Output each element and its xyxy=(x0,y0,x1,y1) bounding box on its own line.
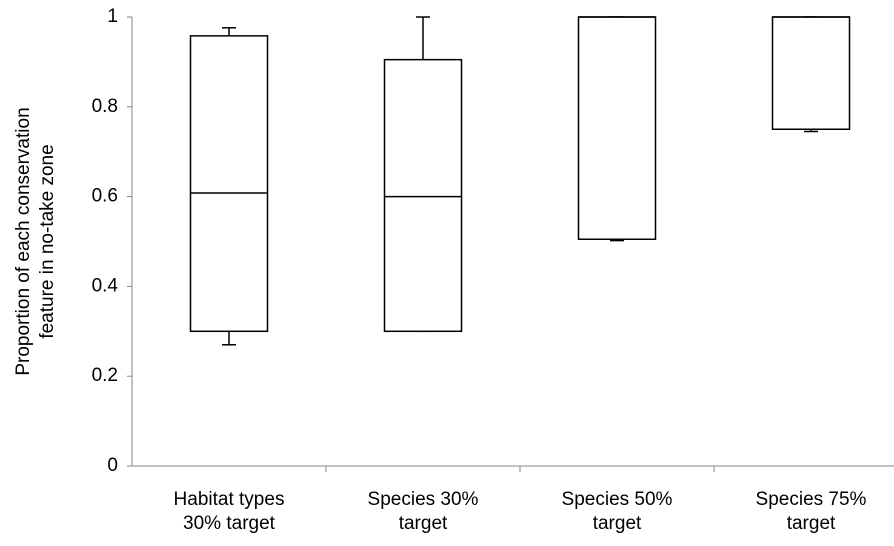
y-tick-label: 0.2 xyxy=(92,365,118,386)
y-tick-label: 1 xyxy=(107,6,118,27)
x-tick-label: target xyxy=(399,513,448,534)
x-tick-label: Species 50% xyxy=(562,489,673,510)
box xyxy=(577,16,657,241)
box xyxy=(189,35,269,333)
y-tick-label: 0.4 xyxy=(92,275,119,296)
x-tick-label: Species 30% xyxy=(368,489,479,510)
y-tick-label: 0 xyxy=(107,455,118,476)
y-tick-label: 0.8 xyxy=(92,96,118,117)
y-tick-label: 0.6 xyxy=(92,186,118,207)
x-tick-label: target xyxy=(787,513,836,534)
box xyxy=(771,16,851,130)
x-tick-label: 30% target xyxy=(183,513,276,534)
x-tick-label: Species 75% xyxy=(756,489,867,510)
y-axis-label: Proportion of each conservation xyxy=(13,107,34,375)
box xyxy=(383,58,463,333)
y-axis-label: feature in no-take zone xyxy=(37,144,58,338)
x-tick-label: target xyxy=(593,513,642,534)
x-tick-label: Habitat types xyxy=(174,489,285,510)
